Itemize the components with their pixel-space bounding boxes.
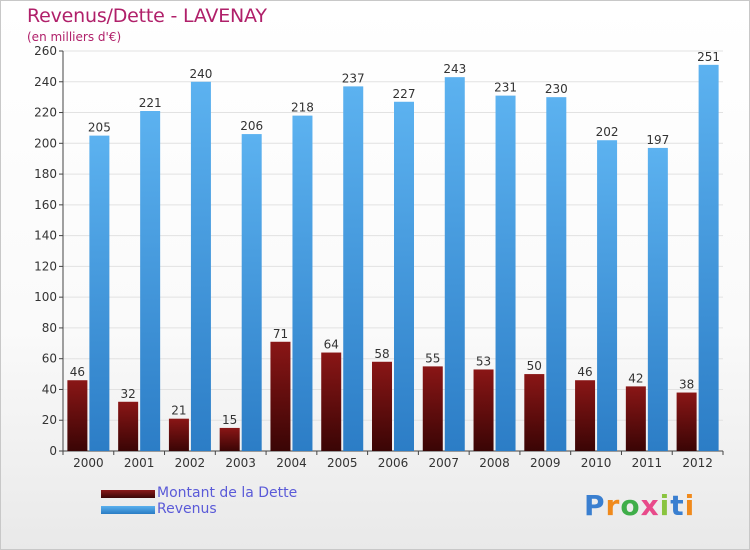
data-label-dette: 58 bbox=[374, 347, 389, 361]
logo-letter: o bbox=[620, 489, 641, 522]
legend-swatch-dette bbox=[101, 490, 155, 498]
y-tick-label: 240 bbox=[34, 75, 57, 89]
y-tick-label: 20 bbox=[42, 413, 57, 427]
bar-revenus bbox=[444, 77, 465, 452]
data-label-dette: 21 bbox=[171, 404, 186, 418]
bar-revenus bbox=[495, 95, 516, 451]
bar-revenus bbox=[140, 111, 161, 451]
data-label-revenus: 202 bbox=[596, 125, 619, 139]
bar-dette bbox=[473, 369, 494, 451]
data-label-revenus: 237 bbox=[342, 71, 365, 85]
x-tick-label: 2000 bbox=[73, 456, 104, 470]
data-label-revenus: 230 bbox=[545, 82, 568, 96]
x-tick-label: 2003 bbox=[225, 456, 256, 470]
y-tick-label: 160 bbox=[34, 198, 57, 212]
bar-dette bbox=[422, 366, 443, 451]
logo-letter: P bbox=[584, 489, 606, 522]
x-tick-label: 2006 bbox=[378, 456, 409, 470]
logo-letter: x bbox=[640, 489, 660, 522]
bar-revenus bbox=[546, 97, 567, 452]
bar-dette bbox=[575, 380, 596, 451]
data-label-dette: 15 bbox=[222, 413, 237, 427]
data-label-revenus: 221 bbox=[139, 96, 162, 110]
data-label-dette: 46 bbox=[577, 365, 592, 379]
bar-dette bbox=[270, 341, 291, 451]
data-label-dette: 32 bbox=[121, 387, 136, 401]
x-tick-label: 2011 bbox=[632, 456, 663, 470]
bar-revenus bbox=[190, 81, 211, 452]
x-tick-label: 2007 bbox=[428, 456, 459, 470]
bar-chart: 0 20 40 60 80 100 120 140 160 180 200 220 240 260 2000… bbox=[34, 44, 724, 470]
bar-dette bbox=[321, 352, 342, 451]
y-tick-label: 180 bbox=[34, 167, 57, 181]
bar-dette bbox=[67, 380, 88, 451]
data-label-revenus: 227 bbox=[393, 87, 416, 101]
bar-revenus bbox=[89, 135, 110, 451]
x-tick-label: 2012 bbox=[682, 456, 713, 470]
bar-dette bbox=[625, 386, 646, 451]
legend-label-revenus: Revenus bbox=[157, 501, 217, 517]
bar-revenus bbox=[343, 86, 364, 451]
y-tick-label: 40 bbox=[42, 382, 57, 396]
logo-letter: r bbox=[605, 489, 621, 522]
legend-swatch-revenus bbox=[101, 506, 155, 514]
data-label-dette: 42 bbox=[628, 371, 643, 385]
logo-letter: t bbox=[670, 489, 685, 522]
logo-letter: i bbox=[659, 489, 671, 522]
chart-subtitle: (en milliers d'€) bbox=[27, 30, 122, 44]
y-tick-label: 120 bbox=[34, 259, 57, 273]
data-label-revenus: 205 bbox=[88, 121, 111, 135]
bar-dette bbox=[524, 374, 545, 451]
data-label-revenus: 240 bbox=[189, 67, 212, 81]
y-tick-label: 80 bbox=[42, 321, 57, 335]
y-tick-label: 220 bbox=[34, 106, 57, 120]
data-label-dette: 64 bbox=[324, 338, 339, 352]
bar-revenus bbox=[597, 140, 618, 451]
x-tick-label: 2005 bbox=[327, 456, 358, 470]
x-tick-label: 2004 bbox=[276, 456, 307, 470]
y-tick-label: 260 bbox=[34, 44, 57, 58]
data-label-dette: 50 bbox=[527, 359, 542, 373]
chart-title: Revenus/Dette - LAVENAY bbox=[27, 5, 267, 27]
x-tick-label: 2008 bbox=[479, 456, 510, 470]
data-label-revenus: 197 bbox=[646, 133, 669, 147]
logo-letter: i bbox=[684, 489, 696, 522]
data-label-revenus: 218 bbox=[291, 101, 314, 115]
x-tick-label: 2002 bbox=[175, 456, 206, 470]
y-tick-label: 140 bbox=[34, 229, 57, 243]
bar-revenus bbox=[241, 134, 262, 452]
bar-dette bbox=[372, 361, 392, 451]
legend-label-dette: Montant de la Dette bbox=[157, 485, 298, 501]
y-tick-label: 100 bbox=[34, 290, 57, 304]
data-label-revenus: 206 bbox=[240, 119, 263, 133]
bar-revenus bbox=[647, 147, 668, 451]
data-label-dette: 46 bbox=[70, 365, 85, 379]
bar-revenus bbox=[394, 101, 414, 452]
x-tick-label: 2001 bbox=[124, 456, 155, 470]
data-label-dette: 71 bbox=[273, 327, 288, 341]
data-label-dette: 55 bbox=[425, 351, 440, 365]
data-label-dette: 38 bbox=[679, 378, 694, 392]
y-tick-label: 60 bbox=[42, 352, 57, 366]
bar-dette bbox=[676, 392, 697, 451]
bar-revenus bbox=[292, 115, 313, 451]
data-label-dette: 53 bbox=[476, 354, 491, 368]
y-tick-label: 200 bbox=[34, 136, 57, 150]
bar-dette bbox=[219, 427, 240, 451]
y-tick-label: 0 bbox=[49, 444, 57, 458]
x-tick-label: 2009 bbox=[530, 456, 561, 470]
proxiti-logo: Proxiti bbox=[584, 489, 695, 522]
x-tick-label: 2010 bbox=[581, 456, 612, 470]
bar-dette bbox=[118, 401, 139, 451]
data-label-revenus: 231 bbox=[494, 81, 517, 95]
data-label-revenus: 251 bbox=[697, 50, 720, 64]
bar-dette bbox=[168, 418, 189, 451]
bar-revenus bbox=[698, 64, 719, 451]
data-label-revenus: 243 bbox=[443, 62, 466, 76]
